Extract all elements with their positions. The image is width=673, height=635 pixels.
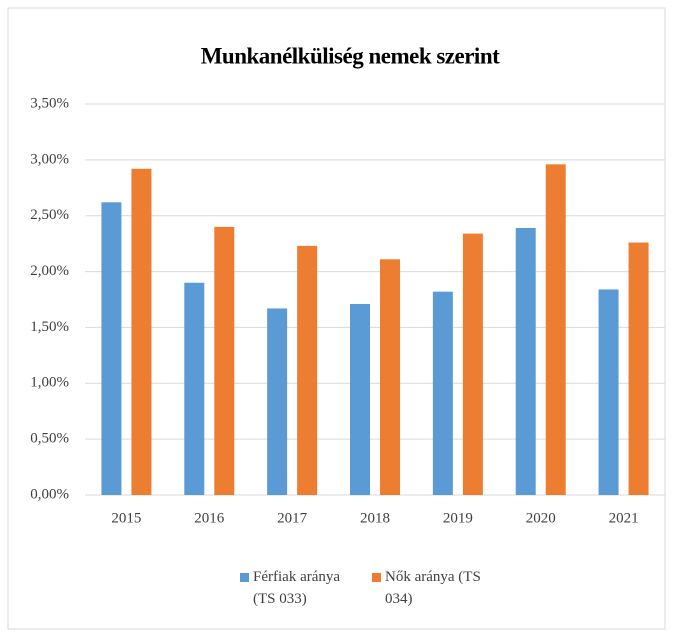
- y-tick-label: 2,00%: [30, 263, 69, 279]
- legend-item: Nők aránya (TS 034): [372, 566, 485, 610]
- chart-title: Munkanélküliség nemek szerint: [201, 43, 500, 68]
- y-tick-label: 3,50%: [30, 95, 69, 111]
- bar: [462, 233, 483, 496]
- y-tick-label: 2,50%: [30, 207, 69, 223]
- bar: [515, 228, 536, 495]
- x-tick-label: 2016: [194, 510, 225, 526]
- y-tick-label: 3,00%: [30, 151, 69, 167]
- bar: [628, 242, 649, 495]
- x-tick-label: 2017: [277, 510, 308, 526]
- bar: [131, 168, 152, 495]
- y-tick-label: 0,50%: [30, 431, 69, 447]
- x-tick-label: 2018: [360, 510, 390, 526]
- bar: [545, 164, 566, 495]
- bar: [184, 282, 205, 495]
- x-tick-label: 2015: [111, 510, 141, 526]
- bar: [380, 259, 400, 495]
- bar: [101, 202, 122, 495]
- x-tick-label: 2021: [609, 510, 639, 526]
- y-tick-label: 1,50%: [30, 319, 69, 335]
- legend-swatch: [372, 573, 381, 582]
- legend-label: Nők aránya (TS 034): [385, 569, 481, 607]
- bar: [214, 226, 235, 495]
- legend-label: Férfiak aránya (TS 033): [253, 569, 341, 607]
- bar: [297, 245, 318, 495]
- bar: [432, 291, 453, 495]
- bar: [598, 289, 619, 495]
- x-tick-label: 2019: [443, 510, 473, 526]
- bar: [267, 308, 288, 495]
- legend-item: Férfiak aránya (TS 033): [240, 566, 365, 610]
- chart-border: [7, 7, 666, 630]
- legend-swatch: [240, 573, 249, 582]
- y-tick-label: 1,00%: [30, 375, 69, 391]
- y-tick-label: 0,00%: [30, 486, 69, 502]
- x-tick-label: 2020: [526, 510, 556, 526]
- bar: [350, 303, 370, 495]
